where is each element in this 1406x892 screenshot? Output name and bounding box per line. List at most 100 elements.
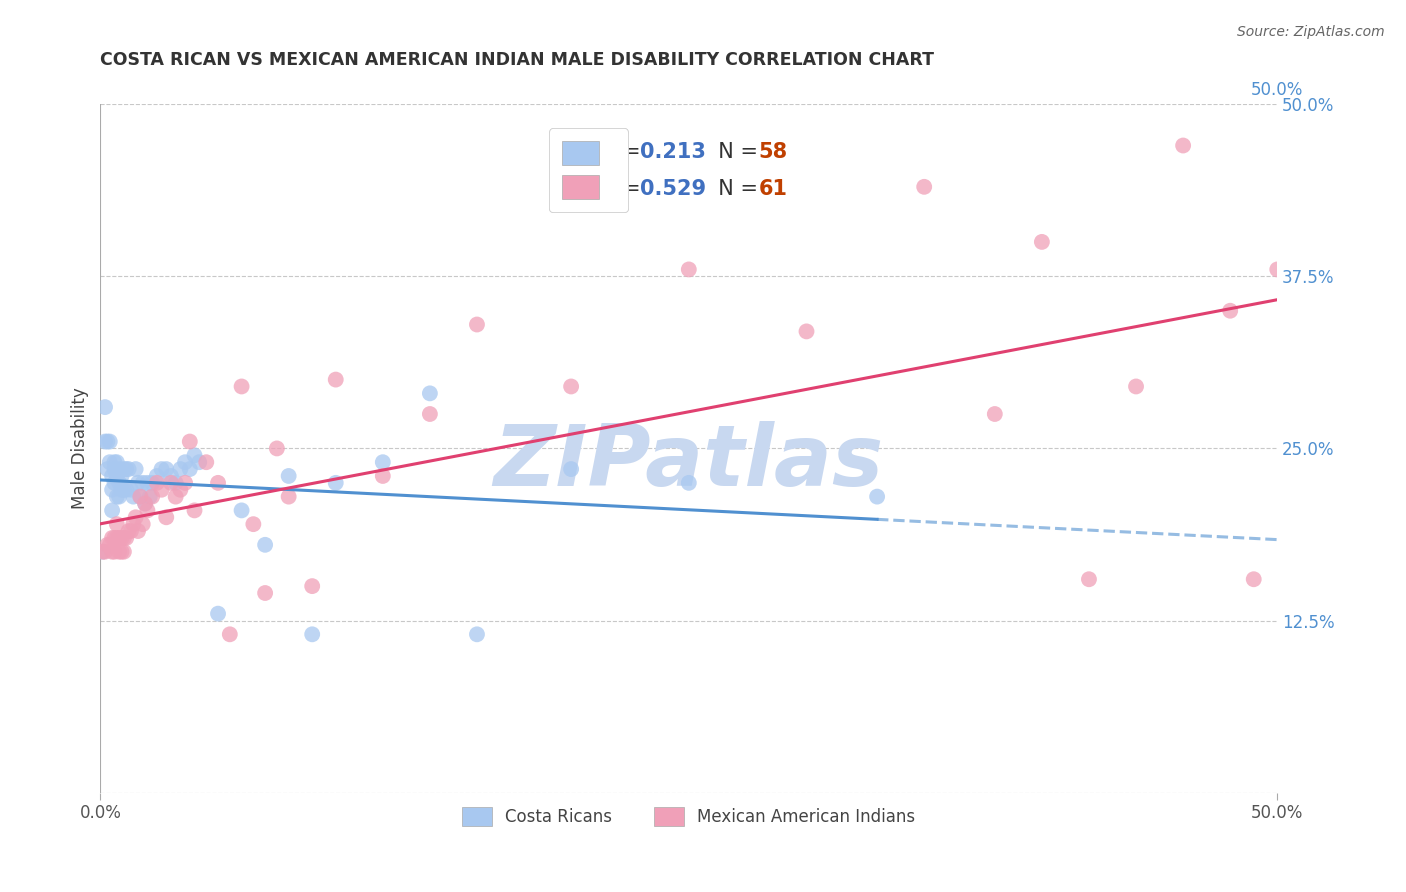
Point (301, 579, 323, 593)
Point (96, 538, 118, 552)
Point (188, 455, 211, 469)
Point (122, 517, 145, 532)
Text: ZIPatlas: ZIPatlas (494, 421, 884, 504)
Text: N =: N = (704, 142, 765, 161)
Point (103, 544, 125, 558)
Point (165, 475, 187, 490)
Point (1078, 572, 1101, 586)
Point (124, 510, 146, 524)
Point (108, 490, 131, 504)
Point (115, 462, 138, 476)
Point (94, 400, 117, 414)
Point (160, 469, 183, 483)
Point (165, 490, 187, 504)
Point (110, 531, 132, 545)
Text: COSTA RICAN VS MEXICAN AMERICAN INDIAN MALE DISABILITY CORRELATION CHART: COSTA RICAN VS MEXICAN AMERICAN INDIAN M… (100, 51, 935, 69)
Point (155, 510, 177, 524)
Point (912, 179, 935, 194)
Point (179, 434, 201, 449)
Point (105, 531, 128, 545)
Point (103, 531, 125, 545)
Point (139, 490, 162, 504)
Point (103, 455, 125, 469)
Point (183, 448, 205, 462)
Point (169, 462, 191, 476)
Point (94, 544, 117, 558)
Point (98, 455, 121, 469)
Text: R =: R = (602, 178, 647, 199)
Point (678, 262, 700, 277)
Point (1125, 379, 1147, 393)
Point (101, 483, 124, 497)
Point (136, 503, 159, 517)
Point (678, 475, 700, 490)
Point (110, 469, 132, 483)
Point (124, 462, 146, 476)
Point (207, 607, 229, 621)
Point (115, 531, 138, 545)
Point (325, 475, 347, 490)
Point (132, 475, 155, 490)
Legend: Costa Ricans, Mexican American Indians: Costa Ricans, Mexican American Indians (456, 800, 922, 832)
Point (122, 490, 145, 504)
Text: 58: 58 (759, 142, 787, 161)
Point (117, 524, 139, 538)
Point (134, 496, 156, 510)
Point (1243, 572, 1265, 586)
Point (266, 442, 288, 456)
Point (120, 524, 142, 538)
Point (136, 475, 159, 490)
Point (103, 462, 125, 476)
Point (94, 434, 117, 449)
Point (207, 475, 229, 490)
Point (371, 469, 394, 483)
Point (117, 462, 139, 476)
Point (146, 475, 169, 490)
Point (127, 475, 149, 490)
Point (155, 462, 177, 476)
Point (231, 503, 253, 517)
Point (141, 490, 163, 504)
Point (91, 544, 114, 558)
Point (146, 469, 169, 483)
Point (129, 490, 152, 504)
Text: N =: N = (704, 178, 765, 199)
Point (1265, 262, 1288, 277)
Point (105, 517, 128, 532)
Text: 61: 61 (759, 178, 787, 199)
Point (112, 544, 135, 558)
Point (129, 490, 152, 504)
Point (120, 483, 142, 497)
Point (419, 386, 441, 401)
Point (108, 462, 131, 476)
Point (150, 483, 173, 497)
Point (560, 462, 582, 476)
Point (108, 531, 131, 545)
Point (560, 379, 582, 393)
Point (465, 627, 488, 641)
Point (105, 469, 128, 483)
Text: Source: ZipAtlas.com: Source: ZipAtlas.com (1237, 25, 1385, 39)
Point (110, 544, 132, 558)
Point (796, 325, 818, 339)
Point (98, 434, 121, 449)
Y-axis label: Male Disability: Male Disability (72, 387, 89, 509)
Point (108, 475, 131, 490)
Point (301, 627, 323, 641)
Point (174, 455, 197, 469)
Point (160, 475, 183, 490)
Point (101, 544, 124, 558)
Point (984, 407, 1007, 421)
Point (91, 544, 114, 558)
Point (419, 407, 441, 421)
Point (115, 483, 138, 497)
Point (371, 455, 394, 469)
Point (96, 462, 118, 476)
Point (105, 455, 128, 469)
Point (1031, 235, 1053, 249)
Point (101, 531, 124, 545)
Point (132, 517, 155, 532)
Point (98, 538, 121, 552)
Point (101, 503, 124, 517)
Point (103, 475, 125, 490)
